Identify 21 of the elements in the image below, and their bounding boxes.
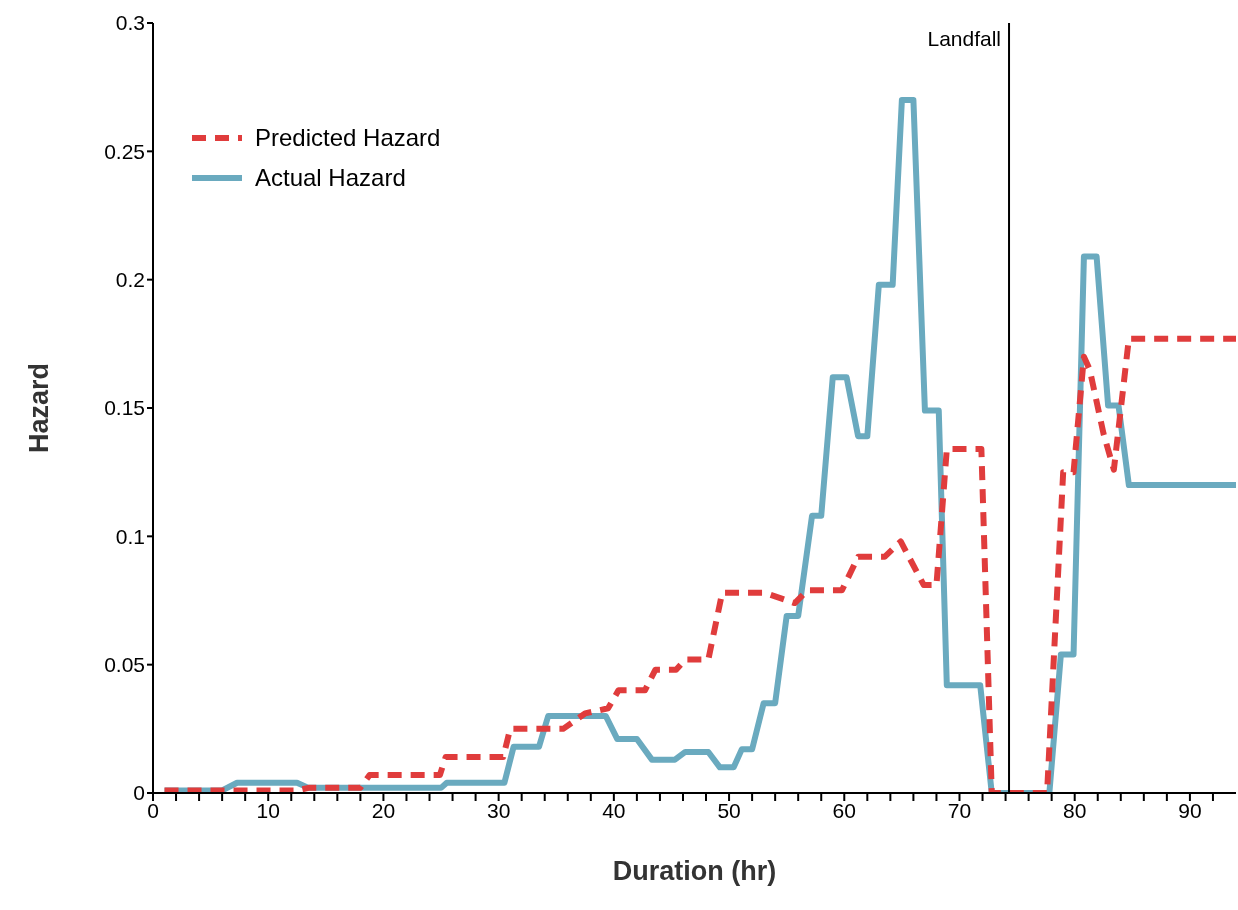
x-tick-label: 30 (486, 798, 511, 822)
y-tick-label: 0.1 (115, 524, 145, 548)
x-tick-label: 10 (256, 798, 280, 822)
x-tick-label: 70 (947, 798, 972, 822)
x-tick-label: 40 (602, 798, 626, 822)
y-tick-label: 0.25 (104, 139, 145, 163)
y-axis-title: Hazard (23, 362, 54, 454)
x-axis-title: Duration (hr) (612, 856, 777, 886)
x-tick-label: 20 (371, 798, 396, 822)
x-tick-label: 50 (717, 798, 741, 822)
y-tick-label: 0 (133, 781, 145, 805)
x-tick-label: 90 (1178, 798, 1202, 822)
y-tick-label: 0.2 (115, 268, 145, 292)
ref-line-label: Landfall (927, 26, 1002, 50)
x-tick-label: 80 (1063, 798, 1087, 822)
y-tick-label: 0.3 (115, 11, 145, 35)
x-tick-label: 60 (832, 798, 856, 822)
y-tick-label: 0.05 (104, 653, 145, 677)
legend-label: Actual Hazard (255, 163, 406, 193)
legend-label: Predicted Hazard (255, 123, 441, 153)
y-tick-label: 0.15 (104, 396, 145, 420)
